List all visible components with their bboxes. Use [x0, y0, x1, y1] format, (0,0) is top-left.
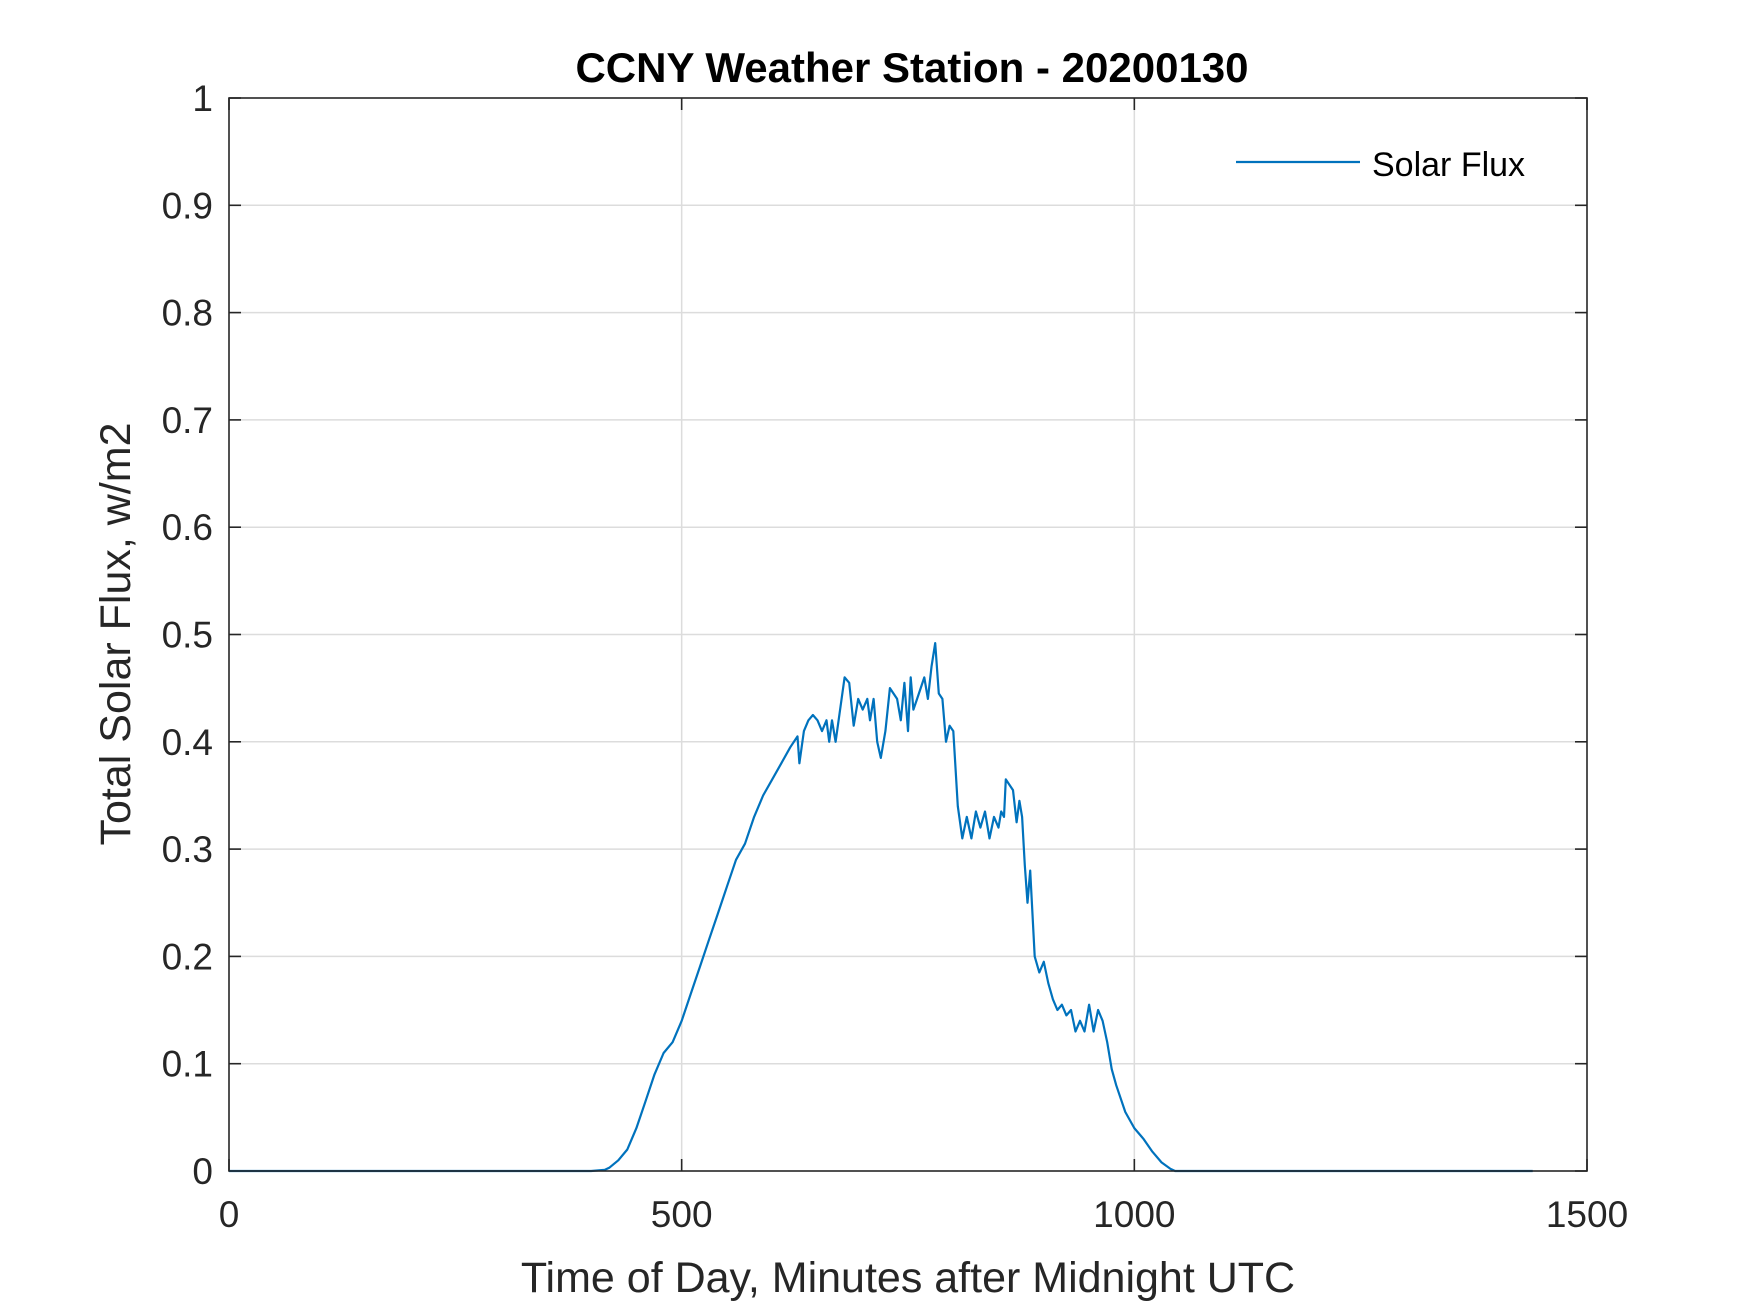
legend: Solar Flux: [1220, 137, 1570, 191]
y-tick-label: 0.5: [162, 615, 213, 656]
series-line-solar-flux: [229, 642, 1533, 1173]
y-tick-label: 0.1: [162, 1044, 213, 1085]
tick-labels: 0 500 1000 1500 0 0.1 0.2 0.3 0.4 0.5 0.6 0.7 0.8 0.9…: [162, 78, 1629, 1235]
y-tick-label: 0.2: [162, 936, 213, 977]
plot-area-border: [228, 97, 1588, 1172]
y-axis-label: Total Solar Flux, w/m2: [92, 423, 140, 846]
x-tick-label: 1500: [1546, 1194, 1628, 1235]
y-tick-label: 0.9: [162, 185, 213, 226]
x-axis-label: Time of Day, Minutes after Midnight UTC: [521, 1254, 1295, 1302]
grid-lines: [229, 98, 1587, 1171]
y-tick-label: 0: [192, 1151, 213, 1192]
legend-label: Solar Flux: [1372, 146, 1525, 184]
y-tick-label: 1: [192, 78, 213, 119]
y-tick-label: 0.4: [162, 722, 213, 763]
x-tick-label: 0: [219, 1194, 240, 1235]
y-tick-label: 0.3: [162, 829, 213, 870]
y-tick-label: 0.7: [162, 400, 213, 441]
y-tick-label: 0.6: [162, 507, 213, 548]
x-tick-label: 500: [651, 1194, 713, 1235]
y-tick-label: 0.8: [162, 293, 213, 334]
chart-title: CCNY Weather Station - 20200130: [575, 44, 1248, 91]
x-tick-label: 1000: [1093, 1194, 1175, 1235]
legend-box: [1220, 137, 1570, 191]
